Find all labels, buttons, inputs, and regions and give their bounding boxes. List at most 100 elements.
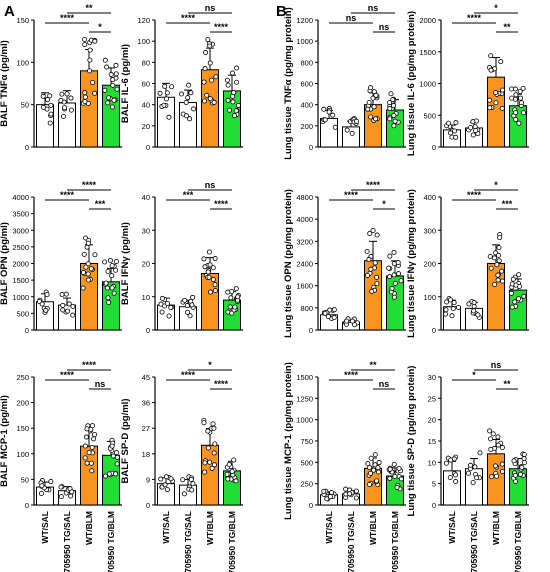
data-point — [163, 474, 169, 480]
data-point — [391, 272, 397, 278]
data-point — [398, 278, 404, 284]
y-axis-label: Lung tissue OPN (pg/mg protein) — [283, 189, 294, 338]
y-tick-label: 1500 — [419, 48, 436, 57]
data-point — [83, 434, 89, 440]
data-point — [204, 92, 210, 98]
data-point — [211, 425, 217, 431]
data-point — [521, 460, 527, 466]
data-point — [64, 91, 70, 97]
y-axis-label: Lung tissue IFNγ (pg/mg protein) — [406, 189, 417, 338]
data-point — [387, 100, 393, 106]
data-point — [366, 256, 372, 262]
data-point — [372, 452, 378, 458]
data-point — [210, 421, 216, 427]
data-point — [38, 490, 44, 496]
significance-label: ** — [503, 379, 511, 389]
y-tick-label: 60 — [142, 80, 150, 89]
data-point — [40, 93, 46, 99]
data-point — [202, 264, 208, 270]
data-point — [388, 91, 394, 97]
data-point — [187, 313, 193, 319]
data-point — [387, 475, 393, 481]
data-point — [157, 90, 163, 96]
data-point — [211, 450, 217, 456]
significance-label: *** — [95, 199, 106, 209]
data-point — [168, 304, 174, 310]
data-point — [321, 488, 327, 494]
data-point — [233, 478, 239, 484]
group-label: h-rs35705950 TG/SAL — [183, 511, 193, 572]
data-point — [509, 304, 515, 310]
data-point — [474, 475, 480, 481]
data-point — [209, 77, 215, 83]
data-point — [395, 271, 401, 277]
data-point — [44, 292, 50, 298]
data-point — [487, 105, 493, 111]
data-point — [386, 274, 392, 280]
data-point — [519, 100, 525, 106]
significance-label: **** — [344, 370, 359, 380]
data-point — [516, 296, 522, 302]
group-label: WT/BLM — [368, 511, 378, 545]
significance-label: **** — [60, 190, 75, 200]
y-tick-label: 0 — [432, 501, 436, 510]
y-axis-label: Lung tissue IL-6 (pg/mg protein) — [406, 11, 417, 156]
data-point — [87, 57, 93, 63]
significance-label: * — [382, 199, 386, 209]
data-point — [82, 42, 88, 48]
significance-label: * — [98, 22, 102, 32]
data-point — [232, 113, 238, 119]
data-point — [158, 301, 164, 307]
data-point — [106, 95, 112, 101]
data-point — [85, 277, 91, 283]
data-point — [453, 472, 459, 478]
data-point — [470, 119, 476, 125]
data-point — [205, 428, 211, 434]
data-point — [516, 272, 522, 278]
data-point — [187, 116, 193, 122]
data-point — [392, 473, 398, 479]
data-point — [68, 493, 74, 499]
data-point — [183, 99, 189, 105]
significance-label: **** — [366, 180, 381, 190]
data-point — [510, 276, 516, 282]
data-point — [48, 479, 54, 485]
data-point — [353, 495, 359, 501]
y-tick-label: 20 — [142, 122, 150, 131]
data-point — [234, 65, 240, 71]
data-point — [114, 454, 120, 460]
data-point — [465, 470, 471, 476]
data-point — [225, 97, 231, 103]
data-point — [326, 109, 332, 115]
data-point — [66, 301, 72, 307]
data-point — [494, 473, 500, 479]
y-axis-label: BALF MCP-1 (pg/ml) — [0, 395, 10, 487]
data-point — [365, 272, 371, 278]
group-label: WT/BLM — [491, 511, 501, 545]
y-tick-label: 0 — [309, 326, 313, 335]
group-label: h-rs35705950 TG/BLM — [106, 511, 116, 572]
y-tick-label: 0 — [309, 501, 313, 510]
data-point — [492, 463, 498, 469]
chart-A-mcp: 0 50 100 150 200 250 BALF MCP-1 (pg/ml) **** ns *… — [0, 360, 122, 572]
data-point — [322, 117, 328, 123]
data-point — [39, 483, 45, 489]
data-point — [489, 474, 495, 480]
data-point — [451, 300, 457, 306]
significance-label: ns — [95, 379, 106, 389]
data-point — [212, 282, 218, 288]
data-point — [519, 464, 525, 470]
data-point — [496, 245, 502, 251]
data-point — [344, 127, 350, 133]
data-point — [443, 311, 449, 317]
data-point — [110, 77, 116, 83]
data-point — [207, 96, 213, 102]
y-tick-label: 2500 — [12, 243, 29, 252]
data-point — [65, 308, 71, 314]
data-point — [191, 106, 197, 112]
data-point — [186, 82, 192, 88]
